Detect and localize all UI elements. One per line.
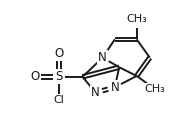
Text: CH₃: CH₃: [126, 14, 147, 24]
Text: N: N: [98, 51, 107, 64]
Text: Cl: Cl: [53, 95, 64, 105]
Text: O: O: [31, 70, 40, 83]
Text: CH₃: CH₃: [145, 84, 165, 94]
Text: N: N: [91, 86, 100, 99]
Text: S: S: [55, 70, 63, 83]
Text: N: N: [110, 81, 119, 94]
Text: O: O: [54, 47, 63, 60]
